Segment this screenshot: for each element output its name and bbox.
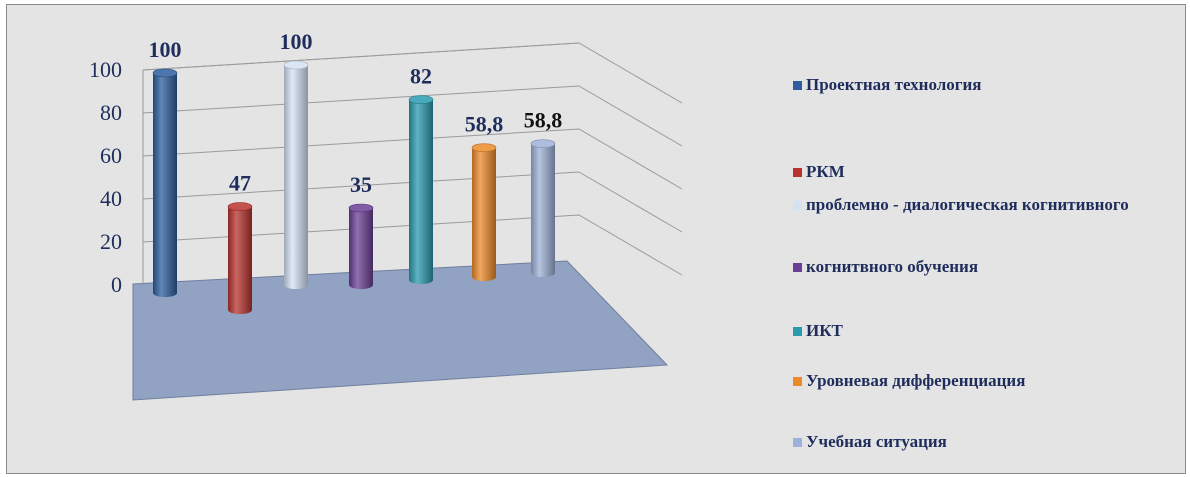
bar-top	[408, 95, 434, 104]
legend-label: когнитвного обучения	[806, 257, 979, 276]
legend-label: ИКТ	[806, 321, 843, 340]
legend-item: Проектная технология	[793, 75, 1136, 95]
data-label: 100	[149, 37, 182, 62]
legend-swatch	[793, 438, 802, 447]
legend-swatch	[793, 201, 802, 210]
legend-swatch	[793, 168, 802, 177]
bar-top	[227, 202, 253, 211]
bar	[408, 95, 434, 284]
chart-bars	[152, 60, 556, 314]
bar	[283, 60, 309, 289]
legend-swatch	[793, 263, 802, 272]
data-label: 58,8	[524, 108, 563, 133]
legend-item: Учебная ситуация	[793, 432, 1136, 452]
legend-swatch	[793, 377, 802, 386]
chart-frame: 0 20 40 60 80 100 100 47 100 35 82 58,8 58,8 Проект…	[6, 4, 1186, 474]
y-tick-label: 20	[100, 229, 122, 254]
legend-item: ИКТ	[793, 321, 1136, 341]
legend-label: Проектная технология	[806, 75, 982, 94]
y-tick-label: 80	[100, 100, 122, 125]
bar-top	[530, 139, 556, 148]
legend-swatch	[793, 327, 802, 336]
bar-body	[409, 99, 433, 284]
chart-grid	[142, 42, 683, 285]
bar-top	[152, 68, 178, 78]
bar-body	[153, 73, 177, 297]
legend-item: когнитвного обучения	[793, 257, 1136, 277]
bar-body	[531, 143, 555, 277]
chart-legend: Проектная технология РКМ проблемно - диало…	[793, 5, 1173, 475]
data-label: 100	[280, 29, 313, 54]
data-labels: 100 47 100 35 82 58,8 58,8	[149, 29, 563, 197]
bar	[152, 68, 178, 297]
legend-label: Учебная ситуация	[806, 432, 947, 451]
bar	[227, 202, 253, 314]
legend-item: РКМ	[793, 162, 1136, 182]
y-axis-ticks: 0 20 40 60 80 100	[89, 57, 122, 297]
legend-item: Уровневая дифференциация	[793, 371, 1136, 391]
chart-floor	[132, 260, 669, 401]
legend-label: проблемно - диалогическая когнитивного	[806, 195, 1129, 214]
legend-label: РКМ	[806, 162, 845, 181]
legend-item: проблемно - диалогическая когнитивного	[793, 195, 1136, 215]
bar-top	[283, 60, 309, 70]
bar-body	[472, 147, 496, 281]
data-label: 47	[229, 171, 251, 196]
y-tick-label: 40	[100, 186, 122, 211]
y-tick-label: 0	[111, 272, 122, 297]
bar-top	[471, 143, 497, 152]
legend-label: Уровневая дифференциация	[806, 371, 1026, 390]
bar-body	[349, 208, 373, 289]
chart-plot: 0 20 40 60 80 100 100 47 100 35 82 58,8 58,8	[89, 29, 683, 401]
bar	[530, 139, 556, 277]
bar-body	[284, 65, 308, 289]
bar-body	[228, 206, 252, 314]
bar	[348, 203, 374, 289]
bar-top	[348, 203, 374, 213]
y-tick-label: 100	[89, 57, 122, 82]
data-label: 58,8	[465, 112, 504, 137]
data-label: 35	[350, 172, 372, 197]
data-label: 82	[410, 64, 432, 89]
gridline	[142, 42, 683, 104]
y-tick-label: 60	[100, 143, 122, 168]
bar	[471, 143, 497, 281]
legend-swatch	[793, 81, 802, 90]
